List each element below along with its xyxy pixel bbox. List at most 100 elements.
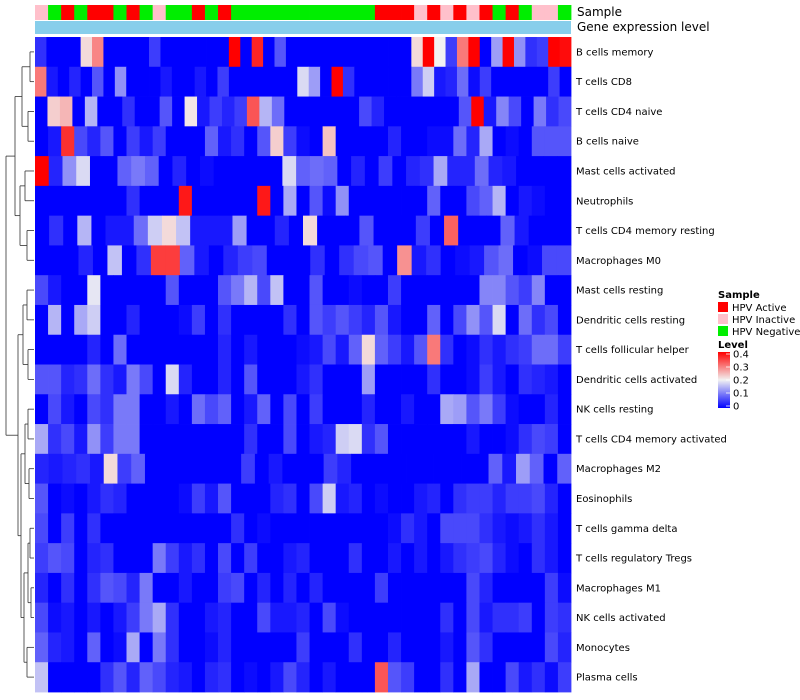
heatmap-cell xyxy=(440,424,454,455)
heatmap-cell xyxy=(204,334,219,365)
sample-annotation-cell xyxy=(322,5,337,20)
heatmap-cell xyxy=(74,513,88,544)
heatmap-cell xyxy=(492,275,507,306)
heatmap-cell xyxy=(361,662,376,693)
heatmap-cell xyxy=(296,513,310,544)
heatmap-cell xyxy=(296,483,310,514)
heatmap-cell xyxy=(348,275,363,306)
heatmap-cell xyxy=(240,66,253,97)
heatmap-cell xyxy=(134,96,148,127)
heatmap-cell xyxy=(419,156,434,187)
sample-annotation-cell xyxy=(492,5,507,20)
heatmap-cell xyxy=(518,275,533,306)
heatmap-cell xyxy=(440,364,454,395)
heatmap-cell xyxy=(178,483,193,514)
heatmap-cell xyxy=(244,275,258,306)
heatmap-cell xyxy=(453,543,467,574)
heatmap-cell xyxy=(122,96,136,127)
heatmap-cell xyxy=(337,453,352,484)
sample-annotation-cell xyxy=(204,5,219,20)
heatmap-cell xyxy=(297,37,310,68)
heatmap-cell xyxy=(544,126,559,157)
heatmap-cell xyxy=(414,543,428,574)
heatmap-cell xyxy=(87,275,101,306)
heatmap-cell xyxy=(466,662,480,693)
expression-annotation-label: Gene expression level xyxy=(577,20,710,34)
heatmap-cell xyxy=(427,572,441,604)
heatmap-cell xyxy=(48,275,62,306)
heatmap-cell xyxy=(282,156,297,187)
sample-annotation-cell xyxy=(100,5,114,20)
heatmap-cell xyxy=(414,424,428,455)
heatmap-cell xyxy=(204,126,219,157)
heatmap-cell xyxy=(283,662,297,693)
heatmap-cell xyxy=(80,66,93,97)
heatmap-cell xyxy=(479,513,493,544)
heatmap-cell xyxy=(396,96,410,127)
heatmap-cell xyxy=(401,424,415,455)
heatmap-cell xyxy=(557,304,572,336)
heatmap-cell xyxy=(61,364,75,395)
heatmap-cell xyxy=(348,394,363,425)
heatmap-cell xyxy=(466,513,480,544)
heatmap-cell xyxy=(178,334,193,365)
heatmap-cell xyxy=(388,66,401,97)
heatmap-cell xyxy=(374,185,389,217)
legend-swatch-I xyxy=(718,314,728,324)
row-label: T cells CD4 memory resting xyxy=(575,226,715,237)
heatmap-cell xyxy=(399,66,412,97)
heatmap-cell xyxy=(87,662,101,693)
heatmap-cell xyxy=(283,513,297,544)
heatmap-cell xyxy=(126,424,140,455)
heatmap-cell xyxy=(346,96,360,127)
heatmap-cell xyxy=(74,185,88,217)
heatmap-cell xyxy=(107,245,123,276)
heatmap-cell xyxy=(397,245,413,276)
heatmap-cell xyxy=(218,215,233,246)
heatmap-cell xyxy=(531,602,546,633)
row-label: Macrophages M0 xyxy=(576,256,661,267)
heatmap-cell xyxy=(178,304,193,336)
heatmap-cell xyxy=(401,364,415,395)
heatmap-cell xyxy=(244,126,258,157)
heatmap-cell xyxy=(165,513,180,544)
row-label: B cells memory xyxy=(576,47,653,58)
heatmap-cell xyxy=(401,602,415,633)
heatmap-cell xyxy=(483,96,497,127)
heatmap-cell xyxy=(421,96,435,127)
heatmap-cell xyxy=(324,245,340,276)
heatmap-cell xyxy=(557,275,572,306)
heatmap-cell xyxy=(479,66,492,97)
heatmap-cell xyxy=(74,602,88,633)
heatmap-cell xyxy=(283,632,297,663)
heatmap-cell xyxy=(440,245,456,276)
heatmap-cell xyxy=(374,126,389,157)
heatmap-cell xyxy=(544,602,559,633)
heatmap-cell xyxy=(296,424,310,455)
heatmap-cell xyxy=(456,37,469,68)
heatmap-cell xyxy=(46,37,59,68)
heatmap-cell xyxy=(137,37,150,68)
heatmap-cell xyxy=(415,215,431,246)
heatmap-cell xyxy=(505,334,520,365)
heatmap-cell xyxy=(76,156,91,187)
heatmap-cell xyxy=(204,572,219,604)
heatmap-cell xyxy=(401,304,415,336)
heatmap-cell xyxy=(542,215,558,246)
heatmap-cell xyxy=(172,96,185,127)
heatmap-cell xyxy=(529,156,544,187)
heatmap-cell xyxy=(221,96,235,127)
heatmap-cell xyxy=(231,424,245,455)
heatmap-cell xyxy=(87,185,101,217)
heatmap-cell xyxy=(387,602,402,633)
heatmap-cell xyxy=(548,66,560,97)
heatmap-cell xyxy=(283,126,297,157)
heatmap-cell xyxy=(309,543,324,574)
heatmap-cell xyxy=(521,96,535,127)
heatmap-cell xyxy=(152,394,167,425)
heatmap-cell xyxy=(309,304,324,336)
heatmap-cell xyxy=(557,424,572,455)
row-label: B cells naive xyxy=(576,137,639,148)
heatmap-cell xyxy=(322,543,337,574)
